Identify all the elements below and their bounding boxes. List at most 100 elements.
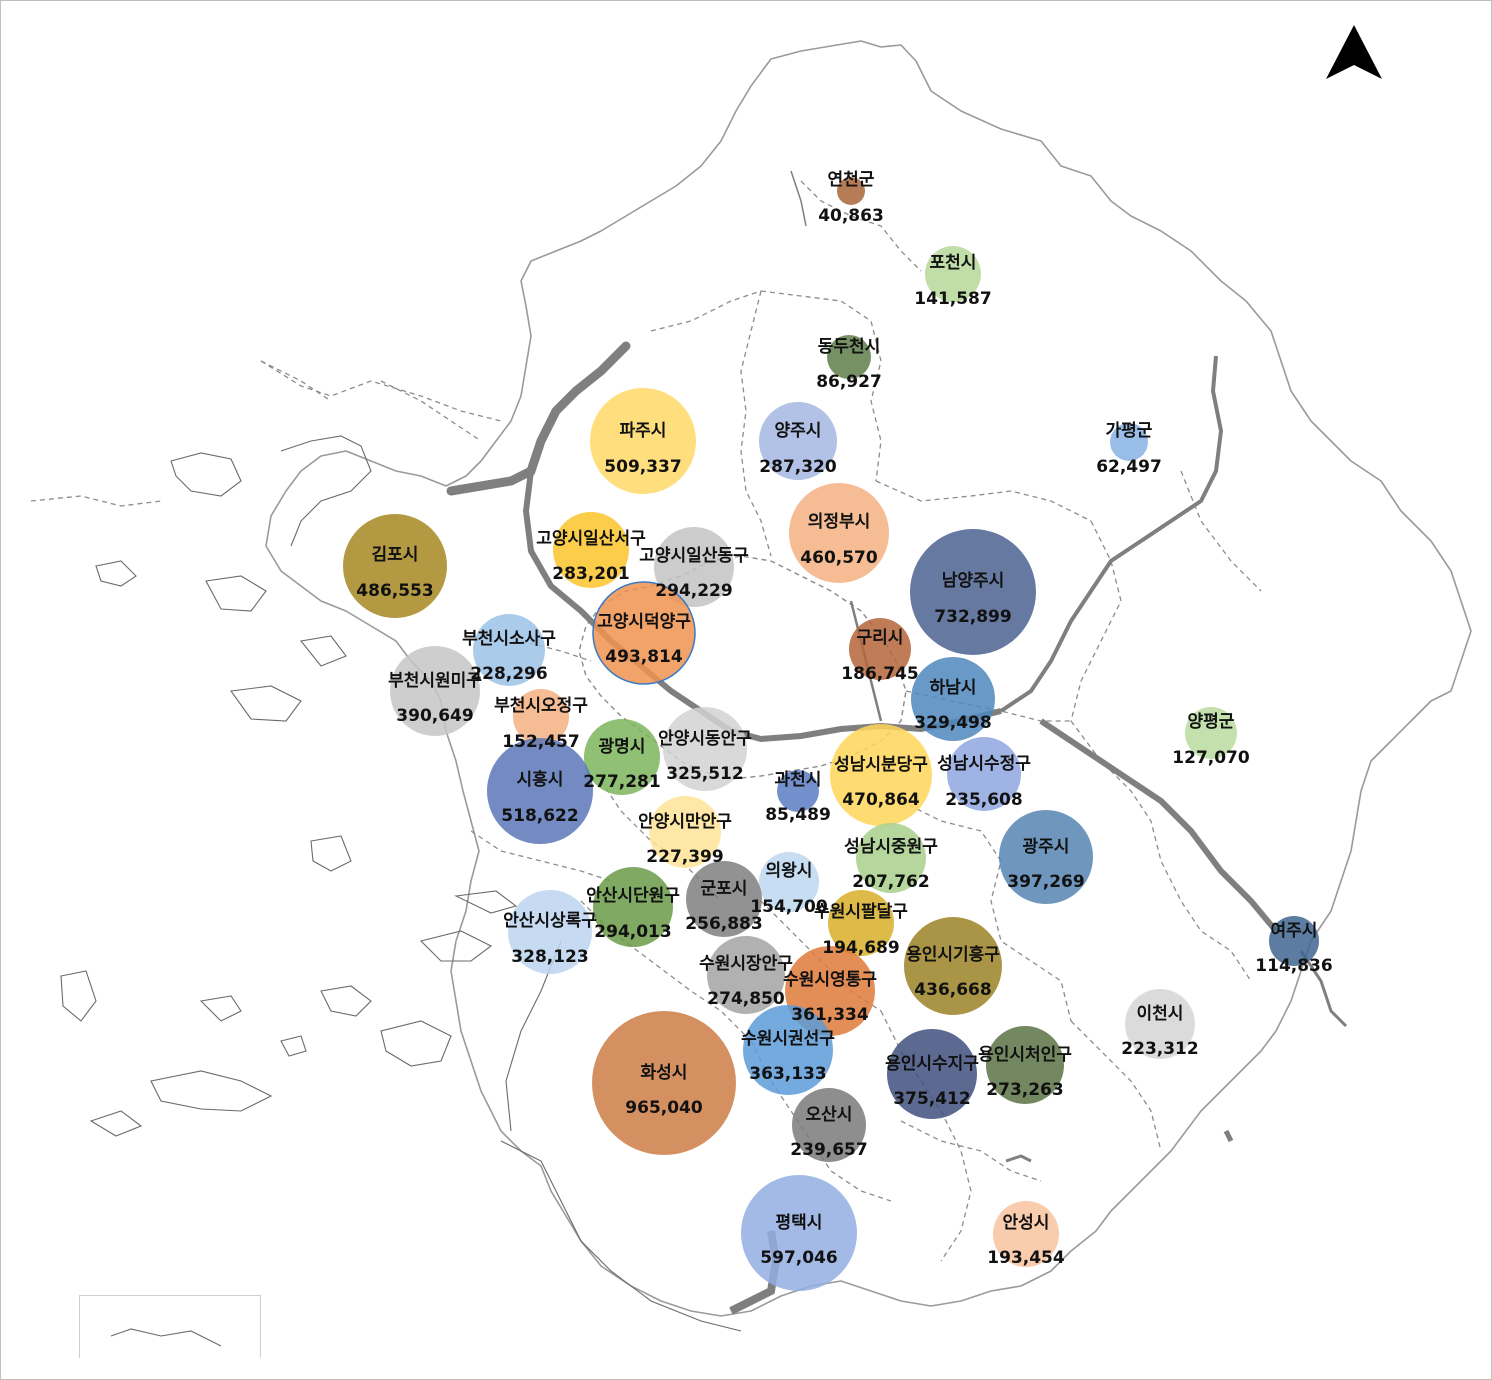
coastline [60,435,742,1347]
bubble-label-bucheon-ojeong: 부천시오정구 [494,696,588,716]
bubble-value-osan: 239,657 [790,1140,867,1160]
bubble-value-bucheon-wonmi: 390,649 [396,706,473,726]
bubble-label-goyang-ilsandong: 고양시일산동구 [639,546,749,566]
bubble-value-paju: 509,337 [604,457,681,477]
bubble-label-seongnam-bundang: 성남시분당구 [834,755,928,775]
bubble-value-suwon-gwonseon: 363,133 [749,1064,826,1084]
bubble-value-ansan-sangnok: 328,123 [511,947,588,967]
province-outline [265,40,1472,1317]
bubble-yongin-giheung [904,917,1002,1015]
bubble-gimpo [343,514,447,618]
bubble-value-ansan-danwon: 294,013 [594,922,671,942]
bubble-dongducheon [827,335,871,379]
bubble-label-paju: 파주시 [620,421,667,441]
bubble-value-suwon-yeongtong: 361,334 [791,1005,869,1025]
bubble-seongnam-jungwon [856,823,926,893]
bubble-label-gimpo: 김포시 [372,545,419,565]
bubble-value-bucheon-sosa: 228,296 [470,664,547,684]
bubble-seongnam-bundang [830,724,932,826]
bubble-value-suwon-jangan: 274,850 [707,989,785,1009]
bubble-yangju [759,402,837,480]
bubble-suwon-paldal [828,890,894,956]
bubble-yongin-cheoin [986,1026,1064,1104]
bubble-anyang-dongan [663,707,747,791]
bubble-ansan-sangnok [508,890,592,974]
bubble-label-bucheon-sosa: 부천시소사구 [462,629,556,649]
bubble-label-seongnam-sujeong: 성남시수정구 [937,754,1031,774]
bubble-label-suwon-paldal: 수원시팔달구 [814,901,908,922]
bubble-ansan-danwon [593,867,673,947]
bubble-value-uijeongbu: 460,570 [800,548,878,568]
bubble-label-uiwang: 의왕시 [766,861,813,881]
bubble-value-gimpo: 486,553 [356,581,433,601]
bubble-label-suwon-jangan: 수원시장안구 [699,954,793,974]
bubble-yeoju [1269,916,1319,966]
bubble-label-bucheon-wonmi: 부천시원미구 [388,671,482,691]
bubble-label-icheon: 이천시 [1137,1004,1184,1024]
bubble-label-gwangmyeong: 광명시 [599,737,646,757]
bubble-value-yangpyeong: 127,070 [1172,748,1250,768]
bubble-label-gwangju: 광주시 [1023,837,1070,857]
bubble-value-gwacheon: 85,489 [765,805,831,825]
bubble-label-goyang-deogyang: 고양시덕양구 [597,612,691,632]
sea-boundary [260,360,502,422]
bubble-hanam [911,657,995,741]
bubble-value-uiwang: 154,700 [750,897,828,917]
bubble-hwaseong [592,1011,736,1155]
bubble-uiwang [759,852,819,912]
bubble-value-yeoju: 114,836 [1255,956,1332,976]
bubble-suwon-jangan [707,936,785,1014]
bubble-bucheon-wonmi [390,646,480,736]
bubble-label-ansan-danwon: 안산시단원구 [586,886,680,906]
bubble-label-yeoju: 여주시 [1271,921,1318,941]
bubble-value-pocheon: 141,587 [914,289,991,309]
bubble-label-yangju: 양주시 [775,421,822,441]
bubble-guri [849,618,911,680]
bubble-namyangju [910,529,1036,655]
bubble-suwon-gwonseon [743,1005,833,1095]
bubble-value-gapyeong: 62,497 [1096,457,1162,477]
bubble-label-ansan-sangnok: 안산시상록구 [503,911,597,931]
bubble-label-anyang-manan: 안양시만안구 [638,812,732,832]
bubble-label-hwaseong: 화성시 [641,1063,688,1083]
bubble-label-yongin-giheung: 용인시기흥구 [906,944,1000,965]
bubble-label-hanam: 하남시 [930,678,977,698]
bubble-pocheon [925,246,981,302]
bubble-gunpo [686,861,762,937]
bubble-value-yeoncheon: 40,863 [818,206,884,226]
bubble-value-dongducheon: 86,927 [816,372,882,392]
bubble-value-pyeongtaek: 597,046 [760,1248,837,1268]
bubble-value-yongin-suji: 375,412 [893,1089,970,1109]
bubble-label-yongin-suji: 용인시수지구 [885,1054,979,1074]
bubble-value-goyang-ilsanseo: 283,201 [552,564,629,584]
bubble-label-gunpo: 군포시 [701,879,748,899]
bubble-label-siheung: 시흥시 [517,769,564,790]
bubble-label-seongnam-jungwon: 성남시중원구 [844,837,938,857]
bubble-value-seongnam-sujeong: 235,608 [945,790,1022,810]
bubble-label-goyang-ilsanseo: 고양시일산서구 [536,529,646,549]
bubble-yangpyeong [1185,707,1237,759]
bubble-uijeongbu [789,483,889,583]
bubble-value-yongin-giheung: 436,668 [914,980,991,1000]
bubble-value-goyang-deogyang: 493,814 [605,647,683,667]
bubble-value-siheung: 518,622 [501,806,578,826]
bubble-yongin-suji [887,1029,977,1119]
bubble-label-anseong: 안성시 [1003,1213,1050,1233]
bubble-gwangju [999,810,1093,904]
bubble-label-yangpyeong: 양평군 [1188,712,1235,732]
inset-map-frame [79,1295,261,1358]
bubble-value-gwangmyeong: 277,281 [583,772,660,792]
bubble-anseong [993,1201,1059,1267]
bubble-gwacheon [777,770,819,812]
bubble-value-suwon-paldal: 194,689 [822,938,899,958]
bubble-paju [590,388,696,494]
bubble-value-anyang-dongan: 325,512 [666,764,743,784]
bubble-label-uijeongbu: 의정부시 [808,512,871,532]
bubble-siheung [487,738,593,844]
bubble-value-anseong: 193,454 [987,1248,1065,1268]
bubble-label-suwon-yeongtong: 수원시영통구 [783,970,877,990]
bubble-label-gwacheon: 과천시 [775,770,822,790]
north-arrow-icon [1326,25,1382,79]
bubble-goyang-ilsandong [654,527,734,607]
bubble-value-goyang-ilsandong: 294,229 [655,581,732,601]
